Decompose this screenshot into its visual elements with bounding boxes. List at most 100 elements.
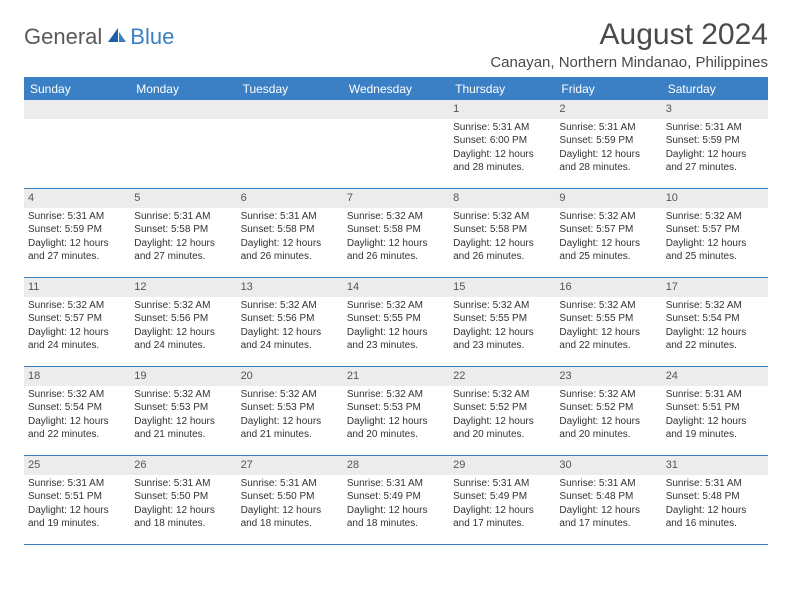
day-details: Sunrise: 5:32 AMSunset: 5:53 PMDaylight:… [237,388,343,446]
sunrise-text: Sunrise: 5:32 AM [559,299,657,313]
daylight-text: Daylight: 12 hours and 18 minutes. [241,504,339,531]
day-details: Sunrise: 5:32 AMSunset: 5:53 PMDaylight:… [343,388,449,446]
sunset-text: Sunset: 5:49 PM [347,490,445,504]
day-cell: 22Sunrise: 5:32 AMSunset: 5:52 PMDayligh… [449,367,555,455]
day-number: 15 [449,278,555,297]
daylight-text: Daylight: 12 hours and 27 minutes. [134,237,232,264]
day-details: Sunrise: 5:31 AMSunset: 5:59 PMDaylight:… [555,121,661,179]
daylight-text: Daylight: 12 hours and 22 minutes. [559,326,657,353]
daylight-text: Daylight: 12 hours and 16 minutes. [666,504,764,531]
day-details: Sunrise: 5:31 AMSunset: 5:48 PMDaylight:… [662,477,768,535]
day-number: 10 [662,189,768,208]
weekday-header: Thursday [449,78,555,100]
month-title: August 2024 [490,18,768,52]
logo-text-blue: Blue [130,24,174,50]
sunset-text: Sunset: 5:48 PM [559,490,657,504]
day-number: 1 [449,100,555,119]
sunrise-text: Sunrise: 5:31 AM [347,477,445,491]
day-cell: 16 Sunrise: 5:32 AMSunset: 5:55 PMDayligh… [555,278,661,366]
sunset-text: Sunset: 5:55 PM [453,312,551,326]
daylight-text: Daylight: 12 hours and 25 minutes. [559,237,657,264]
day-number [343,100,449,119]
daylight-text: Daylight: 12 hours and 18 minutes. [347,504,445,531]
day-cell: 30Sunrise: 5:31 AMSunset: 5:48 PMDayligh… [555,456,661,544]
day-details: Sunrise: 5:32 AMSunset: 5:55 PMDaylight:… [555,299,661,357]
day-details: Sunrise: 5:32 AMSunset: 5:56 PMDaylight:… [237,299,343,357]
sunrise-text: Sunrise: 5:31 AM [134,477,232,491]
day-number: 22 [449,367,555,386]
daylight-text: Daylight: 12 hours and 19 minutes. [28,504,126,531]
logo: General Blue [24,24,174,50]
sunset-text: Sunset: 5:58 PM [453,223,551,237]
sunset-text: Sunset: 5:53 PM [134,401,232,415]
sunset-text: Sunset: 5:59 PM [559,134,657,148]
day-cell: 8Sunrise: 5:32 AMSunset: 5:58 PMDaylight… [449,189,555,277]
day-details: Sunrise: 5:32 AMSunset: 5:55 PMDaylight:… [449,299,555,357]
sunset-text: Sunset: 5:50 PM [241,490,339,504]
sunset-text: Sunset: 5:54 PM [666,312,764,326]
day-number: 25 [24,456,130,475]
day-number: 31 [662,456,768,475]
day-number: 27 [237,456,343,475]
sunrise-text: Sunrise: 5:31 AM [28,210,126,224]
weekday-header: Saturday [662,78,768,100]
day-number: 26 [130,456,236,475]
sunrise-text: Sunrise: 5:32 AM [241,299,339,313]
day-details: Sunrise: 5:32 AMSunset: 5:57 PMDaylight:… [555,210,661,268]
daylight-text: Daylight: 12 hours and 20 minutes. [559,415,657,442]
daylight-text: Daylight: 12 hours and 23 minutes. [347,326,445,353]
day-cell: 20Sunrise: 5:32 AMSunset: 5:53 PMDayligh… [237,367,343,455]
sunrise-text: Sunrise: 5:32 AM [28,388,126,402]
day-number: 16 [555,278,661,297]
day-number [24,100,130,119]
calendar-grid: SundayMondayTuesdayWednesdayThursdayFrid… [24,77,768,545]
sunset-text: Sunset: 5:55 PM [347,312,445,326]
week-row: 25Sunrise: 5:31 AMSunset: 5:51 PMDayligh… [24,456,768,545]
day-details: Sunrise: 5:31 AMSunset: 5:50 PMDaylight:… [237,477,343,535]
sunset-text: Sunset: 5:53 PM [347,401,445,415]
day-number: 13 [237,278,343,297]
sunrise-text: Sunrise: 5:31 AM [134,210,232,224]
sunset-text: Sunset: 5:58 PM [241,223,339,237]
sunset-text: Sunset: 5:49 PM [453,490,551,504]
week-row: 11Sunrise: 5:32 AMSunset: 5:57 PMDayligh… [24,278,768,367]
day-number: 18 [24,367,130,386]
day-cell: 6Sunrise: 5:31 AMSunset: 5:58 PMDaylight… [237,189,343,277]
sunrise-text: Sunrise: 5:32 AM [347,388,445,402]
day-cell: 10 Sunrise: 5:32 AMSunset: 5:57 PMDayligh… [662,189,768,277]
day-details: Sunrise: 5:32 AMSunset: 5:56 PMDaylight:… [130,299,236,357]
sunset-text: Sunset: 5:56 PM [134,312,232,326]
day-number: 12 [130,278,236,297]
day-cell: 4Sunrise: 5:31 AMSunset: 5:59 PMDaylight… [24,189,130,277]
sunrise-text: Sunrise: 5:32 AM [666,210,764,224]
day-details: Sunrise: 5:32 AMSunset: 5:58 PMDaylight:… [449,210,555,268]
day-details: Sunrise: 5:32 AMSunset: 5:57 PMDaylight:… [662,210,768,268]
sunrise-text: Sunrise: 5:31 AM [453,477,551,491]
sunset-text: Sunset: 5:52 PM [559,401,657,415]
daylight-text: Daylight: 12 hours and 25 minutes. [666,237,764,264]
day-details: Sunrise: 5:32 AMSunset: 5:53 PMDaylight:… [130,388,236,446]
day-number: 2 [555,100,661,119]
sunrise-text: Sunrise: 5:32 AM [28,299,126,313]
logo-text-general: General [24,24,102,50]
weekday-header: Friday [555,78,661,100]
sunset-text: Sunset: 5:57 PM [666,223,764,237]
sunset-text: Sunset: 5:57 PM [559,223,657,237]
daylight-text: Daylight: 12 hours and 21 minutes. [134,415,232,442]
day-cell: 5Sunrise: 5:31 AMSunset: 5:58 PMDaylight… [130,189,236,277]
daylight-text: Daylight: 12 hours and 19 minutes. [666,415,764,442]
day-cell: 11Sunrise: 5:32 AMSunset: 5:57 PMDayligh… [24,278,130,366]
daylight-text: Daylight: 12 hours and 24 minutes. [134,326,232,353]
daylight-text: Daylight: 12 hours and 24 minutes. [28,326,126,353]
day-cell: 15 Sunrise: 5:32 AMSunset: 5:55 PMDayligh… [449,278,555,366]
day-cell: 17Sunrise: 5:32 AMSunset: 5:54 PMDayligh… [662,278,768,366]
weekday-header: Monday [130,78,236,100]
sunset-text: Sunset: 6:00 PM [453,134,551,148]
sunset-text: Sunset: 5:58 PM [347,223,445,237]
day-details: Sunrise: 5:32 AMSunset: 5:52 PMDaylight:… [555,388,661,446]
day-cell: 7Sunrise: 5:32 AMSunset: 5:58 PMDaylight… [343,189,449,277]
day-number: 21 [343,367,449,386]
sunrise-text: Sunrise: 5:32 AM [453,299,551,313]
logo-sail-icon [106,26,128,49]
day-number: 23 [555,367,661,386]
